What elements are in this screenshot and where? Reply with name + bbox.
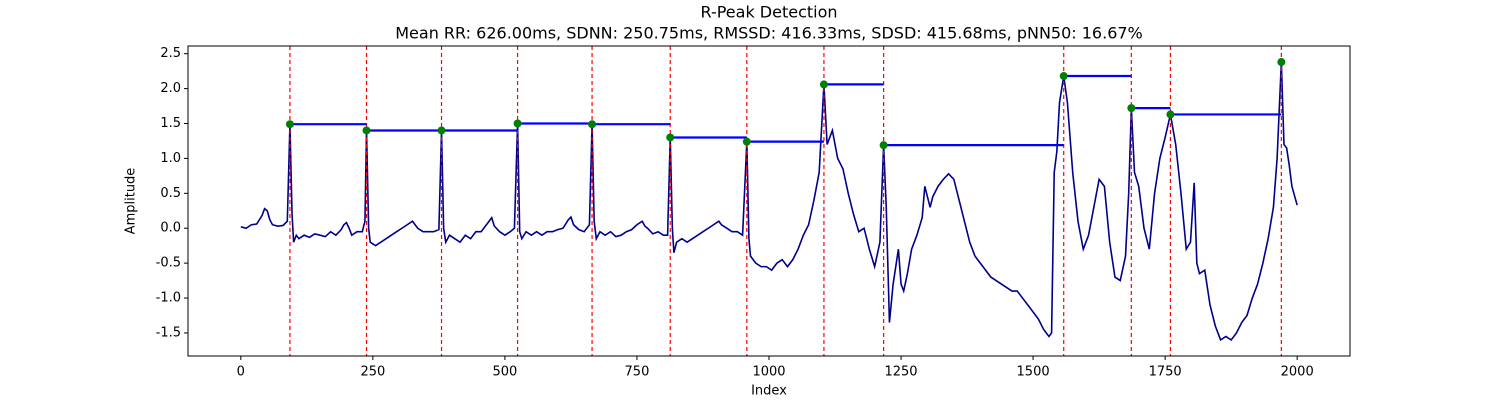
y-tick-label: 0.0 <box>160 221 181 236</box>
peak-point <box>437 126 446 135</box>
x-tick-label: 1500 <box>1017 365 1050 380</box>
y-tick-label: -1.5 <box>156 325 181 340</box>
x-tick-label: 1750 <box>1149 365 1182 380</box>
peak-point <box>1059 72 1068 81</box>
plot-frame <box>187 45 1351 357</box>
peak-point <box>1277 58 1286 67</box>
chart-title: R-Peak Detection <box>700 3 837 22</box>
peak-point <box>588 120 597 129</box>
x-tick-label: 500 <box>492 365 517 380</box>
peak-point <box>666 133 675 142</box>
y-tick-label: -1.0 <box>156 291 181 306</box>
peak-point <box>1166 110 1175 119</box>
chart-subtitle: Mean RR: 626.00ms, SDNN: 250.75ms, RMSSD… <box>395 24 1143 43</box>
x-tick-label: 250 <box>360 365 385 380</box>
peak-point <box>1127 104 1136 113</box>
peak-point <box>879 141 888 150</box>
peak-point <box>362 126 371 135</box>
peak-point <box>513 119 522 128</box>
x-tick-label: 750 <box>625 365 650 380</box>
y-axis-label: Amplitude <box>124 168 139 235</box>
x-tick-label: 1000 <box>752 365 785 380</box>
x-tick-label: 1250 <box>884 365 917 380</box>
signal-line <box>240 62 1298 342</box>
y-tick-label: 2.0 <box>160 81 181 96</box>
peak-point <box>819 80 828 89</box>
x-tick-label: 0 <box>237 365 245 380</box>
y-tick-label: 1.0 <box>160 151 181 166</box>
x-tick-label: 2000 <box>1281 365 1314 380</box>
peak-point <box>285 120 294 129</box>
peak-point <box>742 137 751 146</box>
y-tick-label: 2.5 <box>160 46 181 61</box>
y-tick-label: -0.5 <box>156 256 181 271</box>
y-tick-label: 1.5 <box>160 116 181 131</box>
x-axis-label: Index <box>751 384 787 399</box>
y-tick-label: 0.5 <box>160 186 181 201</box>
